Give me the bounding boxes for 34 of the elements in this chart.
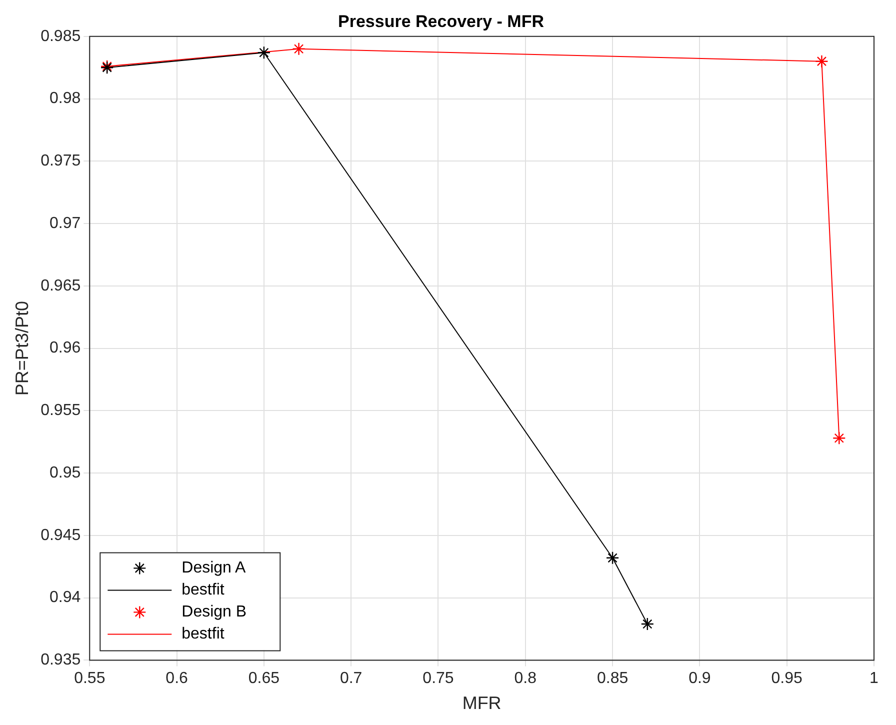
y-tick-label: 0.935 <box>40 652 81 669</box>
x-axis-title: MFR <box>462 693 502 714</box>
x-tick-label: 0.65 <box>248 670 280 688</box>
legend-label: bestfit <box>182 626 225 643</box>
chart-title: Pressure Recovery - MFR <box>338 12 544 31</box>
legend-label: bestfit <box>182 582 225 599</box>
y-tick-label: 0.98 <box>50 90 81 108</box>
point <box>292 42 306 56</box>
point <box>257 46 271 60</box>
x-tick-label: 0.9 <box>688 670 711 688</box>
y-tick-label: 0.955 <box>40 402 81 420</box>
x-tick-label: 0.75 <box>422 670 454 688</box>
x-tick-label: 1 <box>870 670 879 688</box>
point <box>815 54 828 68</box>
x-tick-label: 0.85 <box>596 670 628 688</box>
x-tick-label: 0.7 <box>340 670 362 688</box>
y-tick-label: 0.945 <box>40 526 81 544</box>
y-tick-label: 0.96 <box>50 340 81 357</box>
x-tick-label: 0.95 <box>771 670 803 688</box>
x-tick-label: 0.6 <box>166 670 188 688</box>
y-tick-label: 0.975 <box>40 152 81 170</box>
point <box>832 432 846 445</box>
x-tick-label: 0.8 <box>514 670 537 688</box>
y-tick-label: 0.985 <box>40 28 81 45</box>
legend-label: Design B <box>182 604 247 621</box>
y-tick-label: 0.97 <box>50 214 81 232</box>
y-tick-label: 0.965 <box>40 277 81 294</box>
y-axis-title: PR=Pt3/Pt0 <box>12 301 32 396</box>
point <box>606 551 620 564</box>
x-tick-label: 0.55 <box>74 670 106 688</box>
y-tick-label: 0.95 <box>50 464 81 482</box>
y-tick-label: 0.94 <box>50 589 81 606</box>
point <box>640 617 654 631</box>
legend-label: Design A <box>182 560 246 577</box>
